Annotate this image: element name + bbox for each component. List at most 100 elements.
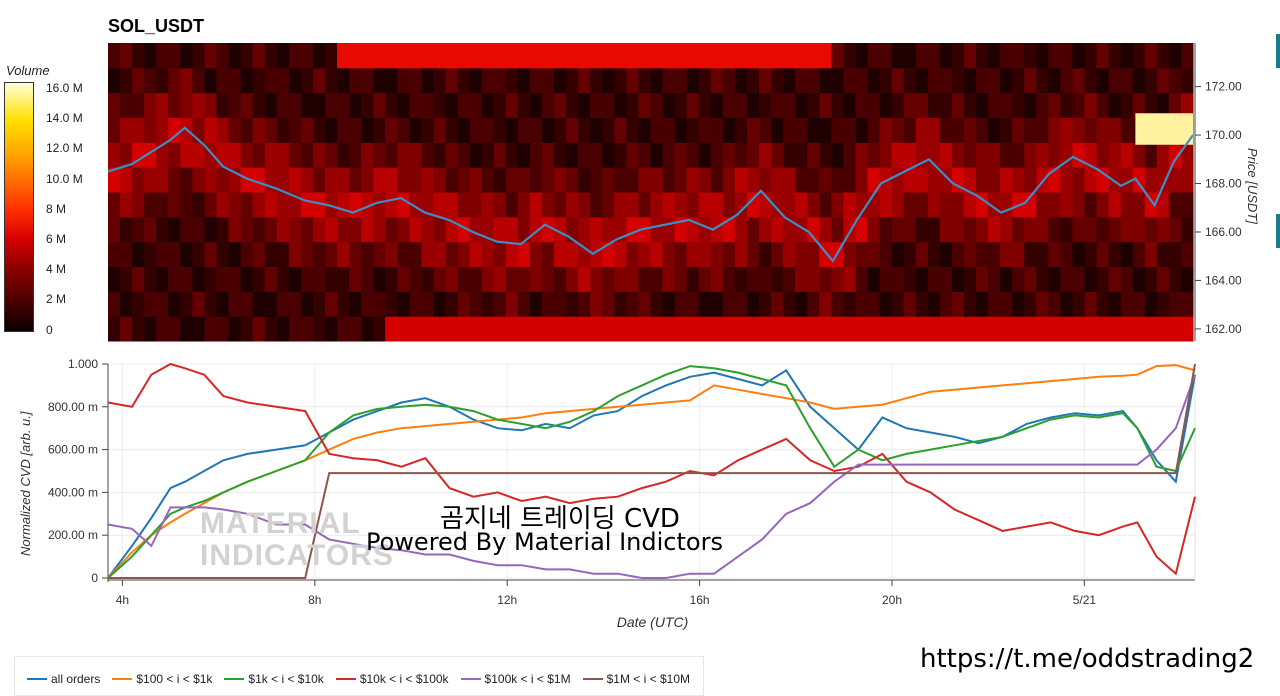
heatmap-cell	[542, 316, 555, 342]
legend-item[interactable]: all orders	[27, 672, 100, 686]
heatmap-cell	[662, 241, 676, 267]
heatmap-cell	[264, 92, 278, 118]
heatmap-cell	[602, 117, 615, 143]
heatmap-cell	[120, 67, 133, 94]
heatmap-cell	[650, 43, 664, 69]
heatmap-cell	[337, 117, 350, 143]
heatmap-cell	[385, 43, 398, 69]
heatmap-cell	[1156, 167, 1170, 193]
legend-label: $1M < i < $10M	[606, 672, 690, 686]
heatmap-cell	[566, 316, 579, 342]
heatmap-cell	[662, 117, 676, 143]
heatmap-cell	[505, 117, 519, 143]
heatmap-cell	[1144, 192, 1158, 218]
heatmap-cell	[566, 67, 579, 94]
heatmap-cell	[1036, 92, 1049, 118]
heatmap-cell	[855, 117, 868, 143]
heatmap-cell	[108, 192, 121, 218]
heatmap-cell	[759, 167, 772, 193]
colorbar-tick-label: 2 M	[46, 292, 67, 307]
heatmap-cell	[927, 216, 941, 243]
heatmap-cell	[650, 167, 664, 193]
heatmap-cell	[722, 216, 736, 243]
colorbar-tick-label: 6 M	[46, 232, 67, 246]
heatmap-cell	[1060, 241, 1073, 267]
heatmap-cell	[469, 266, 483, 292]
heatmap-cell	[939, 192, 953, 218]
heatmap-cell	[734, 43, 748, 69]
heatmap-cell	[240, 291, 254, 317]
heatmap-cell	[156, 266, 169, 292]
legend-item[interactable]: $1k < i < $10k	[224, 672, 324, 686]
heatmap-cell	[578, 167, 591, 193]
heatmap-cell	[1012, 216, 1025, 243]
legend-item[interactable]: $100 < i < $1k	[112, 672, 212, 686]
heatmap-cell	[409, 67, 422, 94]
heatmap-cell	[686, 266, 700, 292]
heatmap-cell	[710, 43, 724, 69]
heatmap-cell	[168, 266, 181, 292]
heatmap-cell	[385, 167, 398, 193]
heatmap-cell	[397, 67, 410, 94]
heatmap-cell	[385, 216, 398, 243]
heatmap-cell	[566, 266, 579, 292]
heatmap-cell	[373, 167, 386, 193]
price-tick-label: 172.00	[1205, 80, 1242, 94]
heatmap-cell	[710, 192, 724, 218]
heatmap-cell	[963, 216, 977, 243]
heatmap-cell	[554, 316, 567, 342]
colorbar-tick-label: 4 M	[46, 262, 67, 277]
price-tick-label: 166.00	[1205, 225, 1242, 239]
heatmap-cell	[976, 316, 989, 342]
legend-label: $1k < i < $10k	[248, 672, 324, 686]
heatmap-cell	[722, 266, 736, 292]
heatmap-cell	[638, 316, 651, 342]
heatmap-cell	[566, 43, 579, 69]
heatmap-cell	[228, 316, 242, 342]
heatmap-cell	[626, 291, 639, 317]
heatmap-cell	[819, 266, 832, 292]
heatmap-cell	[1168, 291, 1182, 317]
heatmap-cell	[843, 142, 856, 168]
heatmap-cell	[963, 316, 977, 342]
heatmap-cell	[529, 117, 543, 143]
heatmap-cell	[469, 216, 483, 243]
legend-item[interactable]: $1M < i < $10M	[582, 672, 690, 686]
legend-item[interactable]: $10k < i < $100k	[335, 672, 449, 686]
heatmap-cell	[216, 92, 230, 118]
heatmap-cell	[421, 92, 434, 118]
heatmap-cell	[831, 216, 844, 243]
heatmap-cell	[300, 92, 314, 118]
heatmap-cell	[156, 167, 169, 193]
heatmap-cell	[674, 117, 688, 143]
heatmap-cell	[1156, 216, 1170, 243]
heatmap-cell	[1060, 216, 1073, 243]
heatmap-cell	[939, 216, 953, 243]
legend-item[interactable]: $100k < i < $1M	[460, 672, 571, 686]
heatmap-cell	[192, 43, 205, 69]
heatmap-cell	[674, 142, 688, 168]
heatmap-cell	[903, 192, 917, 218]
heatmap-cell	[517, 43, 531, 69]
heatmap-cell	[771, 266, 784, 292]
heatmap-cell	[517, 291, 531, 317]
heatmap-cell	[1096, 192, 1110, 218]
heatmap-cell	[1000, 92, 1013, 118]
edge-marker	[1276, 34, 1280, 68]
heatmap-cell	[1156, 192, 1170, 218]
heatmap-cell	[1024, 316, 1037, 342]
heatmap-cell	[614, 167, 627, 193]
heatmap-cell	[1036, 216, 1049, 243]
heatmap-cell	[662, 167, 676, 193]
heatmap-cell	[903, 117, 917, 143]
heatmap-cell	[614, 241, 627, 267]
heatmap-cell	[216, 241, 230, 267]
heatmap-cell	[734, 316, 748, 342]
heatmap-cell	[867, 67, 881, 94]
heatmap-cell	[409, 266, 422, 292]
heatmap-cell	[1000, 167, 1013, 193]
heatmap-cell	[325, 92, 338, 118]
heatmap-cell	[337, 241, 350, 267]
colorbar-tick-label: 10.0 M	[46, 171, 83, 186]
heatmap-cell	[1120, 142, 1134, 168]
